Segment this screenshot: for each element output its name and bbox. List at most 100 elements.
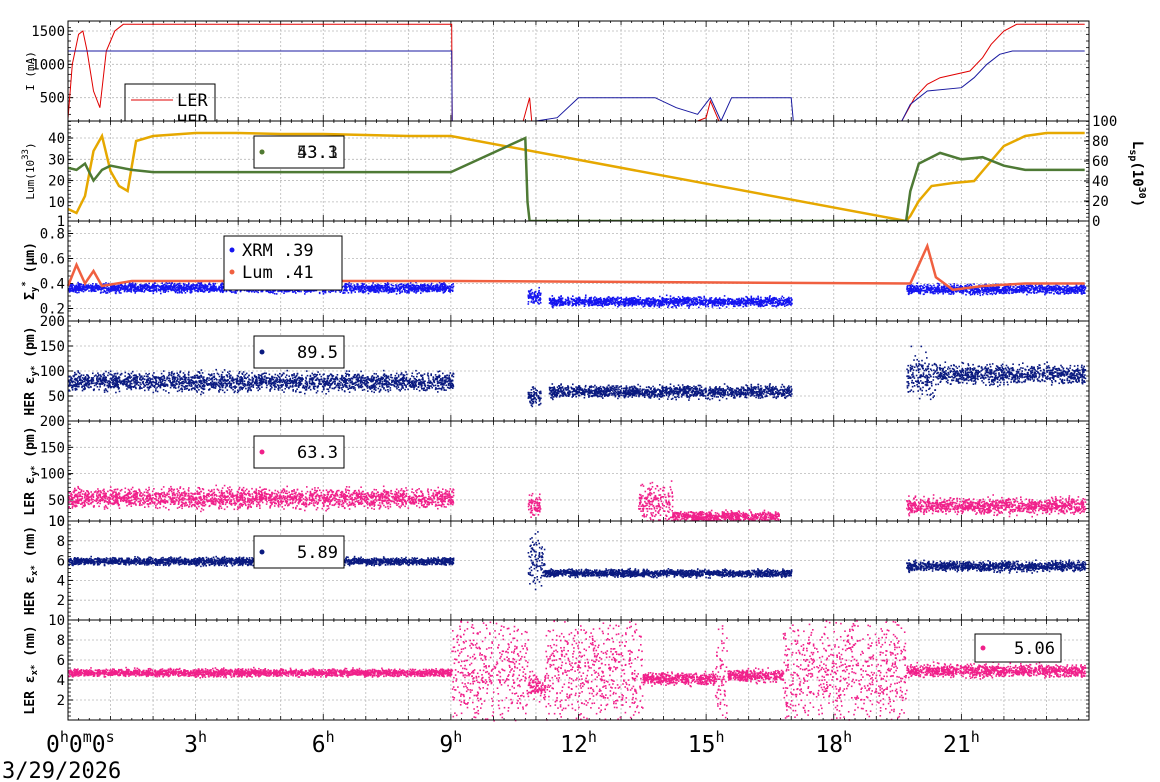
data-point <box>418 287 420 289</box>
data-point <box>715 297 717 299</box>
data-point <box>98 288 100 290</box>
data-point <box>712 300 714 302</box>
y2-tick-label: 20 <box>1092 194 1109 210</box>
data-point <box>608 300 610 302</box>
data-point <box>161 286 163 288</box>
data-point <box>73 284 75 286</box>
data-point <box>257 292 259 294</box>
data-point <box>130 288 132 290</box>
data-point <box>531 301 533 303</box>
y2-tick-label: 0 <box>1092 214 1100 230</box>
data-point <box>166 284 168 286</box>
data-point <box>201 287 203 289</box>
data-point <box>341 290 343 292</box>
data-point <box>565 299 567 301</box>
data-point <box>164 288 166 290</box>
data-point <box>70 290 72 292</box>
data-point <box>112 287 114 289</box>
data-point <box>696 301 698 303</box>
data-point <box>99 286 101 288</box>
data-point <box>382 287 384 289</box>
data-point <box>414 285 416 287</box>
y-axis-label: I (mA) <box>24 51 37 91</box>
data-point <box>362 287 364 289</box>
data-point <box>353 285 355 287</box>
data-point <box>274 293 276 295</box>
data-point <box>674 301 676 303</box>
data-point <box>88 290 90 292</box>
data-point <box>170 284 172 286</box>
data-point <box>134 287 136 289</box>
data-point <box>389 287 391 289</box>
data-point <box>780 299 782 301</box>
data-point <box>436 291 438 293</box>
data-point <box>622 304 624 306</box>
data-point <box>348 284 350 286</box>
data-point <box>177 292 179 294</box>
data-point <box>82 287 84 289</box>
data-point <box>100 292 102 294</box>
data-point <box>779 302 781 304</box>
data-point <box>345 287 347 289</box>
data-point <box>300 291 302 293</box>
data-point <box>110 288 112 290</box>
data-point <box>710 302 712 304</box>
data-point <box>705 306 707 308</box>
data-point <box>194 284 196 286</box>
data-point <box>76 292 78 294</box>
data-point <box>414 289 416 291</box>
data-point <box>608 303 610 305</box>
data-point <box>427 289 429 291</box>
data-point <box>144 290 146 292</box>
data-point <box>148 283 150 285</box>
data-point <box>294 291 296 293</box>
data-point <box>535 300 537 302</box>
data-point <box>540 302 542 304</box>
data-point <box>406 290 408 292</box>
data-point <box>362 291 364 293</box>
data-point <box>659 307 661 309</box>
data-point <box>562 297 564 299</box>
data-point <box>283 292 285 294</box>
data-point <box>183 283 185 285</box>
data-point <box>616 299 618 301</box>
data-point <box>431 288 433 290</box>
data-point <box>675 302 677 304</box>
data-point <box>81 284 83 286</box>
data-point <box>135 287 137 289</box>
data-point <box>153 284 155 286</box>
data-point <box>117 290 119 292</box>
data-point <box>81 290 83 292</box>
data-point <box>619 297 621 299</box>
data-point <box>585 296 587 298</box>
data-point <box>391 288 393 290</box>
data-point <box>351 286 353 288</box>
data-point <box>78 289 80 291</box>
data-point <box>144 286 146 288</box>
y-tick-label: 500 <box>40 91 65 107</box>
data-point <box>344 292 346 294</box>
data-point <box>382 289 384 291</box>
data-point <box>358 289 360 291</box>
data-point <box>153 287 155 289</box>
data-point <box>77 287 79 289</box>
y-tick-label: 40 <box>48 131 65 147</box>
data-point <box>530 297 532 299</box>
data-point <box>348 292 350 294</box>
data-point <box>358 291 360 293</box>
data-point <box>84 289 86 291</box>
data-point <box>158 290 160 292</box>
data-point <box>687 297 689 299</box>
data-point <box>77 282 79 284</box>
data-point <box>614 303 616 305</box>
data-point <box>119 292 121 294</box>
data-point <box>348 286 350 288</box>
data-point <box>202 289 204 291</box>
data-point <box>534 294 536 296</box>
data-point <box>221 282 223 284</box>
data-point <box>613 297 615 299</box>
data-point <box>124 285 126 287</box>
data-point <box>208 284 210 286</box>
data-point <box>529 294 531 296</box>
data-point <box>769 296 771 298</box>
